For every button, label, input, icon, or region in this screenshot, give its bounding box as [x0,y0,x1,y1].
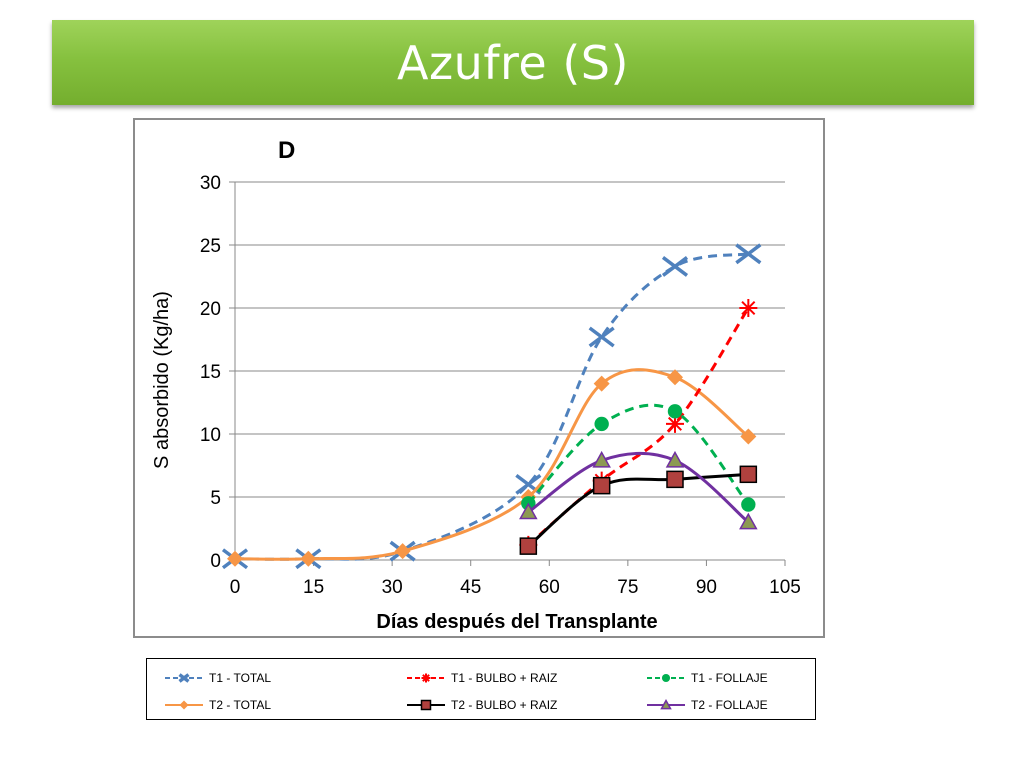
x-tick-label: 0 [230,577,241,598]
data-point [594,416,609,432]
legend-entry: T1 - TOTAL [165,671,271,685]
y-tick-label: 0 [210,551,221,572]
legend-entry: T1 - FOLLAJE [647,671,768,685]
legend-marker [661,673,671,683]
series-group [221,243,762,570]
x-tick-label: 105 [769,577,801,598]
chart-legend: T1 - TOTAL T1 - BULBO + RAIZ T1 - FOLLAJE T… [146,658,816,720]
data-point [661,256,689,277]
y-tick-label: 25 [200,236,221,257]
y-tick-label: 20 [200,299,221,320]
y-tick-label: 10 [200,425,221,446]
data-point [666,414,684,433]
series-line [527,403,750,506]
y-axis-title: S absorbido (Kg/ha) [151,291,173,469]
axes: 0 5 10 15 20 25 30 0 15 30 45 60 75 90 105 [200,173,801,598]
panel-label: D [278,137,295,164]
data-point [667,369,683,386]
data-point [741,497,756,512]
data-point [739,512,758,530]
x-tick-label: 30 [382,577,403,598]
data-point [739,465,758,484]
data-point [740,428,757,445]
data-point [735,243,762,265]
legend-svg: T1 - TOTAL T1 - BULBO + RAIZ T1 - FOLLAJE T… [165,671,768,712]
data-point [593,375,610,392]
data-point [667,404,683,419]
x-tick-label: 75 [617,577,638,598]
gridlines [235,181,785,561]
line-chart: D 0 5 10 15 20 25 30 0 15 30 45 60 75 90 105 Días desp… [151,137,801,633]
legend-entry: T1 - BULBO + RAIZ [407,671,557,685]
legend-marker [660,698,672,710]
legend-entry: T2 - BULBO + RAIZ [407,698,557,712]
series-t2-total [227,368,757,567]
legend-entry: T2 - TOTAL [165,698,271,712]
y-tick-label: 30 [200,173,221,194]
x-axis-title: Días después del Transplante [376,611,657,633]
slide-title: Azufre (S) [397,35,629,90]
title-banner: Azufre (S) [52,20,974,105]
series-t2-bulbo-raiz [519,465,758,555]
series-t2-follaje [519,450,758,530]
legend-label: T2 - TOTAL [209,698,271,712]
chart-area: D 0 5 10 15 20 25 30 0 15 30 45 60 75 90 105 Días desp… [133,118,825,638]
data-point [666,470,684,489]
data-point [592,450,611,468]
x-tick-label: 45 [460,577,481,598]
legend-entry: T2 - FOLLAJE [647,698,768,712]
legend-marker [178,673,190,683]
y-tick-label: 15 [200,362,221,383]
data-point [300,550,317,567]
y-tick-label: 5 [210,488,221,509]
data-point [519,537,538,555]
data-point [665,450,685,468]
legend-marker [420,699,432,711]
legend-marker [179,700,189,710]
legend-label: T2 - BULBO + RAIZ [451,698,557,712]
data-point [739,299,758,317]
legend-label: T1 - TOTAL [209,671,271,685]
data-point [588,326,615,348]
x-tick-label: 90 [696,577,717,598]
data-point [227,550,243,567]
legend-label: T1 - FOLLAJE [691,671,768,685]
data-point [519,502,538,520]
x-tick-label: 60 [539,577,560,598]
legend-marker [421,673,431,683]
series-t1-bulbo-raiz [519,299,758,554]
series-line [527,472,749,548]
x-tick-label: 15 [303,577,324,598]
data-point [592,476,611,495]
series-line [527,451,750,524]
legend-label: T2 - FOLLAJE [691,698,768,712]
data-point [394,543,411,560]
legend-label: T1 - BULBO + RAIZ [451,671,557,685]
